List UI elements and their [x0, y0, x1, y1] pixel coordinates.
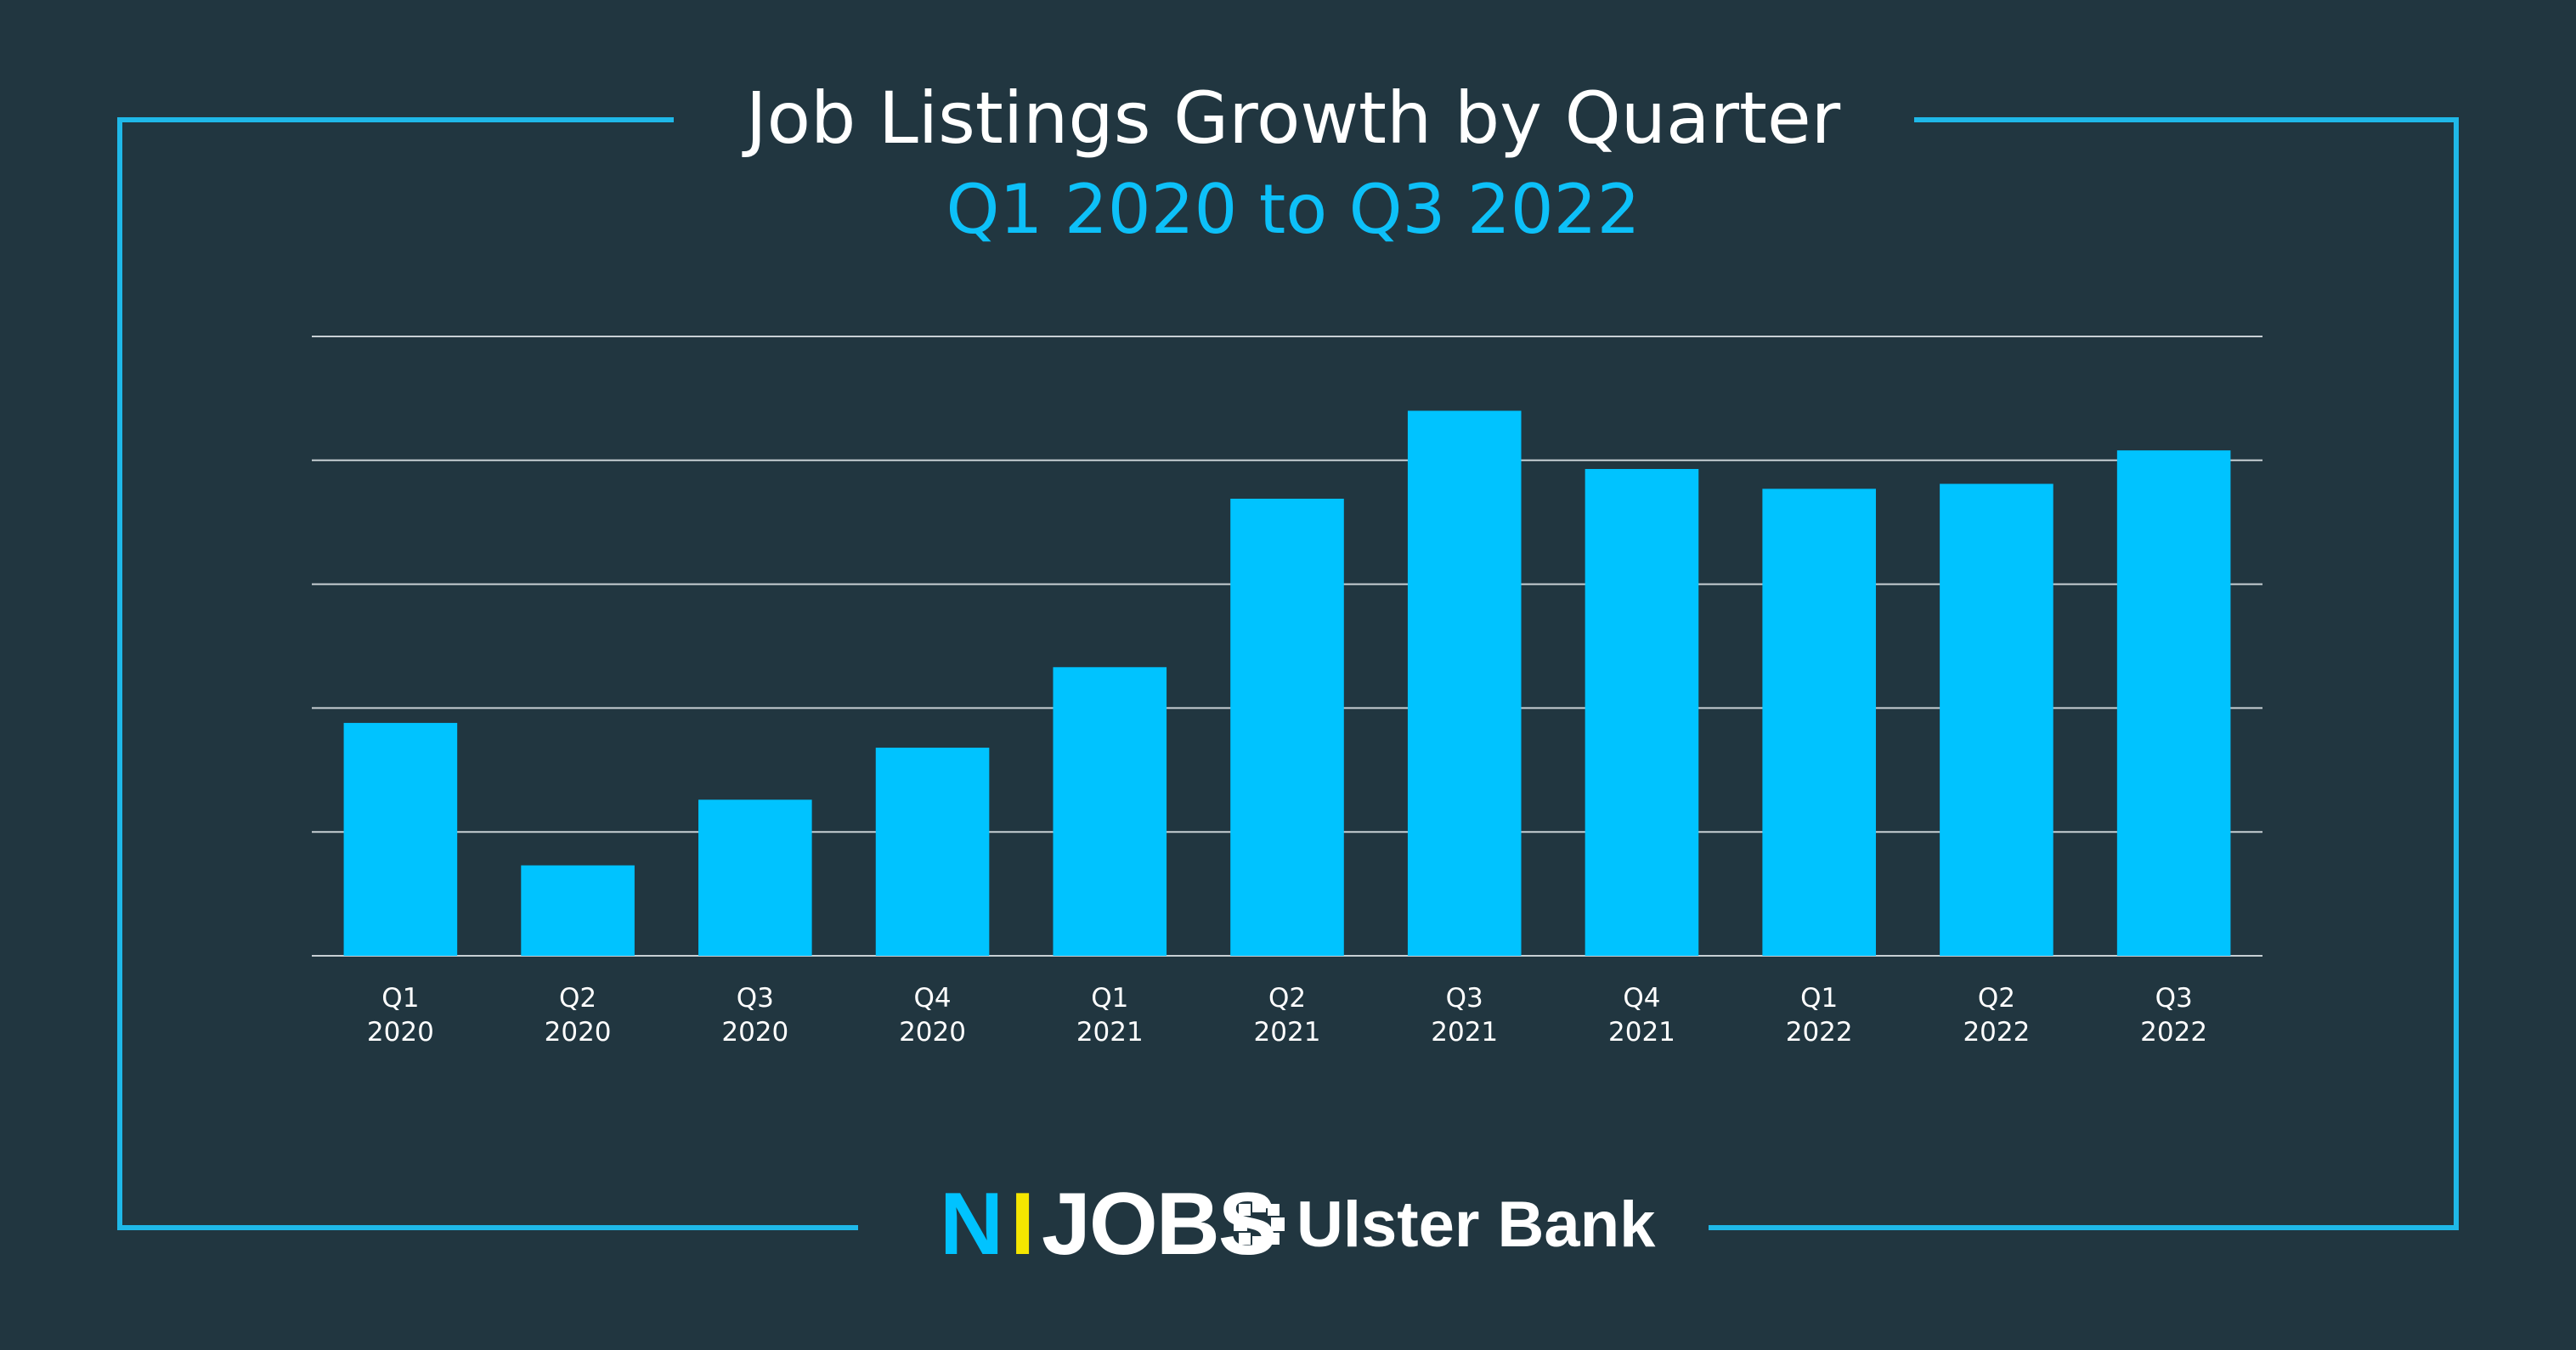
- x-tick-label: Q3 2021: [1431, 983, 1499, 1048]
- logo-n: N: [940, 1174, 1003, 1274]
- frame-left: [117, 117, 858, 1230]
- ni-jobs-logo: N I JOBS: [940, 1175, 1277, 1274]
- bar: [521, 865, 635, 956]
- bank-icon: [1234, 1199, 1285, 1250]
- x-tick-label: Q3 2020: [721, 983, 789, 1048]
- chart-subtitle: Q1 2020 to Q3 2022: [946, 170, 1641, 249]
- bank-name: Ulster Bank: [1296, 1188, 1656, 1261]
- x-tick-label: Q3 2022: [2140, 983, 2208, 1048]
- bar: [1407, 410, 1522, 957]
- bar: [875, 748, 990, 956]
- bar: [1053, 667, 1167, 956]
- x-tick-label: Q1 2022: [1785, 983, 1853, 1048]
- bank-logo: Ulster Bank: [1232, 1178, 1655, 1271]
- chart-title: Job Listings Growth by Quarter: [742, 76, 1841, 160]
- x-tick-label: Q1 2021: [1076, 983, 1144, 1048]
- bar: [1762, 489, 1876, 956]
- bar: [2116, 450, 2231, 956]
- bar: [1230, 498, 1344, 956]
- x-tick-label: Q4 2021: [1608, 983, 1675, 1048]
- x-tick-label: Q2 2020: [544, 983, 612, 1048]
- bar: [698, 799, 812, 956]
- logo-i: I: [1010, 1174, 1035, 1274]
- bar: [343, 722, 458, 956]
- x-tick-label: Q1 2020: [366, 983, 434, 1048]
- bar: [1585, 469, 1699, 956]
- frame-right: [1709, 117, 2459, 1230]
- bar: [1940, 483, 2053, 956]
- frame: [117, 117, 2459, 1230]
- x-tick-label: Q4 2020: [899, 983, 966, 1048]
- x-tick-label: Q2 2022: [1963, 983, 2031, 1048]
- x-tick-label: Q2 2021: [1253, 983, 1321, 1048]
